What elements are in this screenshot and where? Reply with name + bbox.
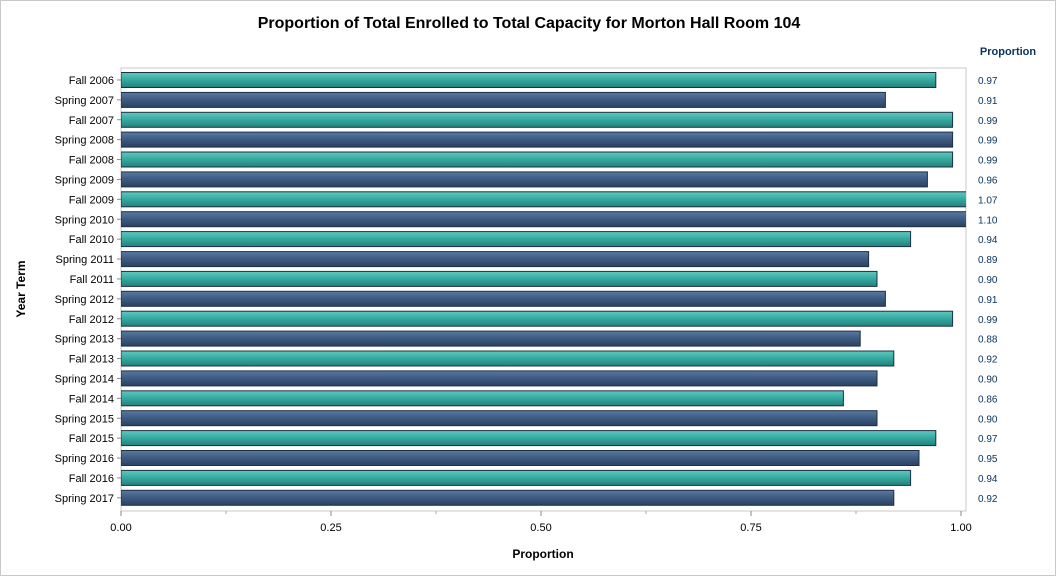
category-label: Spring 2008 (55, 135, 114, 147)
bar-group (121, 72, 966, 506)
value-label: 0.90 (978, 275, 998, 286)
category-label: Spring 2016 (55, 453, 114, 465)
value-label: 0.89 (978, 255, 998, 266)
category-label: Fall 2010 (69, 234, 114, 246)
value-column-header: Proportion (980, 46, 1036, 58)
x-axis-label: Proportion (512, 547, 573, 561)
value-labels: 0.97 0.91 0.99 0.99 0.99 0.96 1.07 1.10 0.94 0.89… (978, 76, 998, 505)
value-label: 0.97 (978, 434, 998, 445)
x-tick-label: 0.25 (320, 522, 341, 534)
bar-spring-2014 (121, 370, 878, 387)
value-label: 0.99 (978, 315, 998, 326)
category-label: Fall 2012 (69, 314, 114, 326)
bar-spring-2011 (121, 251, 870, 268)
value-label: 0.92 (978, 355, 998, 366)
bar-fall-2006 (121, 72, 937, 88)
bar-fall-2014 (121, 390, 844, 407)
bar-spring-2013 (121, 330, 861, 347)
bar-spring-2015 (121, 410, 878, 427)
value-label: 1.10 (978, 215, 998, 226)
value-label: 0.90 (978, 374, 998, 385)
value-label: 0.96 (978, 175, 998, 186)
plot-area (120, 67, 967, 512)
x-tick-label: 0.75 (740, 522, 761, 534)
x-tick-label: 0.50 (530, 522, 551, 534)
value-label: 0.92 (978, 494, 998, 505)
category-label: Spring 2011 (55, 254, 114, 266)
value-label: 0.94 (978, 235, 998, 246)
x-tick-label: 0.00 (110, 522, 131, 534)
value-label: 0.91 (978, 96, 998, 107)
value-label: 0.99 (978, 156, 998, 167)
bar-fall-2010 (121, 231, 912, 248)
category-label: Fall 2007 (69, 115, 114, 127)
value-label: 0.91 (978, 295, 998, 306)
bar-spring-2008 (121, 131, 954, 148)
category-label: Fall 2015 (69, 433, 114, 445)
category-label: Spring 2015 (55, 413, 114, 425)
value-label: 0.95 (978, 454, 998, 465)
category-label: Fall 2014 (69, 393, 114, 405)
category-label: Spring 2014 (55, 373, 114, 385)
category-label: Spring 2007 (55, 95, 114, 107)
category-label: Spring 2009 (55, 174, 114, 186)
value-label: 0.99 (978, 136, 998, 147)
bar-fall-2009 (121, 191, 966, 208)
category-label: Fall 2016 (69, 473, 114, 485)
bar-fall-2012 (121, 310, 954, 327)
category-label: Fall 2013 (69, 354, 114, 366)
category-label: Fall 2008 (69, 155, 114, 167)
bar-spring-2012 (121, 290, 886, 307)
bar-fall-2013 (121, 350, 895, 367)
value-label: 1.07 (978, 195, 998, 206)
x-axis: 0.00 0.25 0.50 0.75 1.00 (110, 511, 972, 534)
value-label: 0.90 (978, 414, 998, 425)
chart-title: Proportion of Total Enrolled to Total Ca… (258, 15, 801, 32)
value-label: 0.99 (978, 116, 998, 127)
bar-fall-2008 (121, 151, 954, 168)
bar-fall-2007 (121, 111, 954, 128)
category-label: Fall 2006 (69, 75, 114, 87)
category-label: Spring 2017 (55, 493, 114, 505)
category-label: Fall 2009 (69, 194, 114, 206)
bar-spring-2016 (121, 450, 920, 466)
category-label: Spring 2012 (55, 294, 114, 306)
y-axis-label: Year Term (14, 260, 28, 317)
category-label: Fall 2011 (70, 274, 114, 286)
bar-spring-2017 (121, 489, 895, 506)
bar-fall-2015 (121, 430, 937, 447)
x-tick-label: 1.00 (950, 522, 971, 534)
bar-spring-2009 (121, 171, 928, 188)
bar-spring-2007 (121, 91, 886, 108)
bar-fall-2016 (121, 469, 912, 486)
value-label: 0.88 (978, 335, 998, 346)
bar-fall-2011 (121, 270, 878, 287)
value-label: 0.86 (978, 394, 998, 405)
category-label: Spring 2010 (55, 214, 114, 226)
bar-spring-2010 (121, 211, 966, 228)
category-labels: Fall 2006 Spring 2007 Fall 2007 Spring 2008… (55, 75, 121, 505)
value-label: 0.94 (978, 474, 998, 485)
value-label: 0.97 (978, 76, 998, 87)
category-label: Spring 2013 (55, 334, 114, 346)
